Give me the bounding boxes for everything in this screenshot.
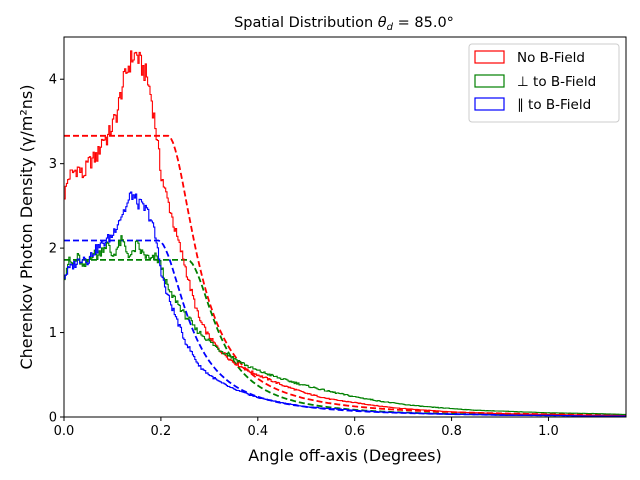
x-tick-label: 0.6	[344, 424, 365, 439]
legend: No B-Field ⊥ to B-Field ∥ to B-Field	[468, 43, 620, 123]
x-axis-ticks: 0.0 0.2 0.4 0.6 0.8 1.0	[54, 417, 559, 439]
legend-box	[468, 43, 620, 123]
curves-layer	[64, 50, 626, 417]
legend-swatch-perp-bfield	[474, 74, 505, 88]
legend-label-par-bfield: ∥ to B-Field	[517, 97, 591, 113]
legend-label-perp-bfield: ⊥ to B-Field	[517, 74, 596, 90]
x-axis-label: Angle off-axis (Degrees)	[248, 446, 441, 465]
axes-frame	[63, 36, 627, 418]
x-tick-label: 0.2	[151, 424, 172, 439]
y-tick-label: 2	[49, 242, 57, 257]
legend-swatch-no-bfield	[474, 50, 505, 64]
y-tick-label: 3	[49, 157, 57, 172]
chart-title: Spatial Distribution θd = 85.0°	[234, 15, 454, 33]
y-tick-label: 0	[49, 411, 57, 426]
series-line-0	[64, 50, 626, 416]
x-tick-label: 1.0	[538, 424, 559, 439]
y-axis-ticks: 0 1 2 3 4	[49, 73, 64, 426]
y-tick-label: 4	[49, 73, 57, 88]
x-tick-label: 0.4	[247, 424, 268, 439]
legend-swatch-par-bfield	[474, 97, 505, 111]
series-line-1	[64, 235, 626, 416]
legend-label-no-bfield: No B-Field	[517, 50, 585, 66]
x-tick-label: 0.0	[54, 424, 75, 439]
y-axis-label: Cherenkov Photon Density (γ/m²ns)	[17, 84, 36, 369]
y-tick-label: 1	[49, 326, 57, 341]
plot-area: 0.0 0.2 0.4 0.6 0.8 1.0 0 1 2 3 4	[49, 36, 627, 439]
series-line-2	[64, 191, 626, 417]
x-tick-label: 0.8	[441, 424, 462, 439]
